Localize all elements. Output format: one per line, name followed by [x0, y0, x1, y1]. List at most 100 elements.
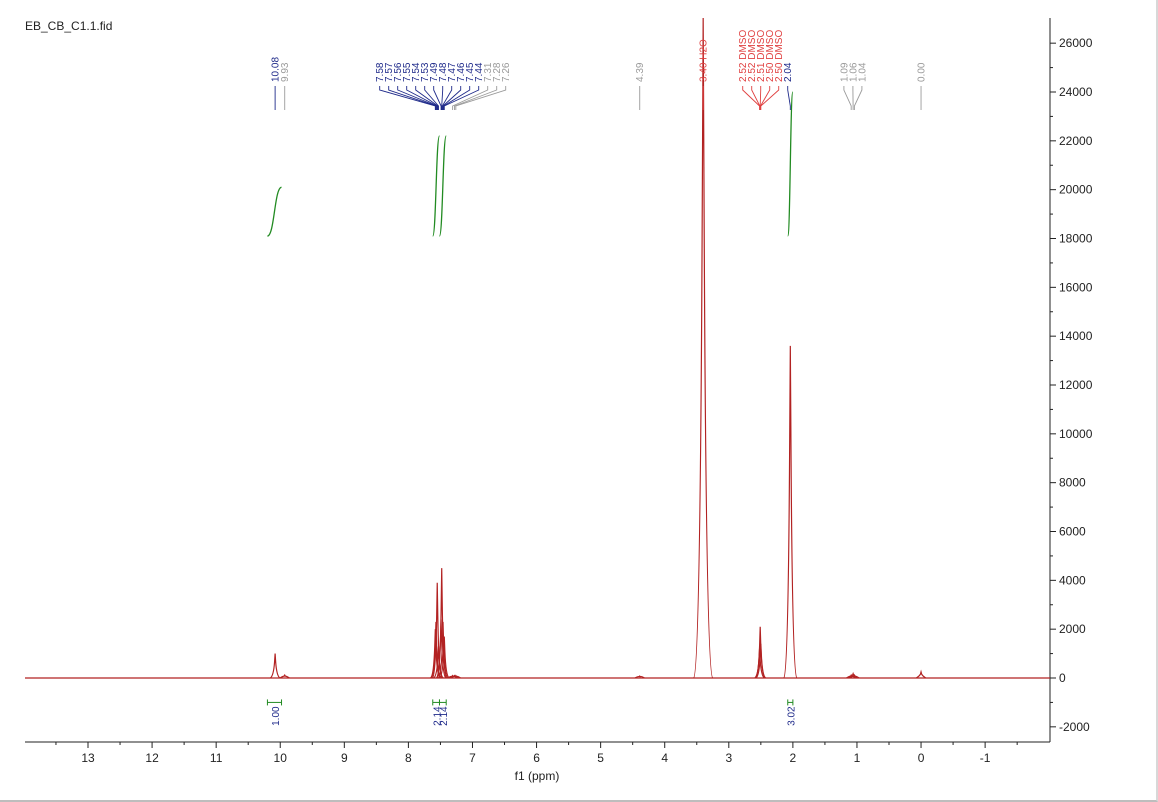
spectrum-peak [430, 621, 442, 679]
x-tick-label: 5 [597, 751, 604, 765]
peak-label: 7.28 [492, 62, 503, 82]
integral-value-label: 2.14 [439, 706, 450, 726]
spectrum-peak [634, 675, 645, 679]
spectrum-peak [846, 673, 857, 679]
peak-label: 7.57 [384, 62, 395, 82]
y-tick-label: 26000 [1059, 36, 1093, 50]
peak-label-leader [441, 86, 444, 110]
peak-label-leader [388, 86, 437, 110]
integral-value-label: 1.00 [271, 706, 282, 726]
peak-label-leader [455, 86, 507, 110]
spectrum-peak [279, 673, 290, 679]
integral-value-label: 2.14 [433, 706, 444, 726]
spectrum-peak [436, 568, 448, 679]
y-tick-label: 4000 [1059, 573, 1086, 587]
x-tick-label: 3 [725, 751, 732, 765]
x-tick-label: 4 [661, 751, 668, 765]
peak-label: 7.54 [411, 62, 422, 82]
integral-curve [787, 91, 794, 237]
y-tick-label: 24000 [1059, 85, 1093, 99]
peak-label: 7.58 [375, 62, 386, 82]
spectrum-peak [269, 653, 281, 679]
y-tick-label: 12000 [1059, 378, 1093, 392]
peak-label: 3.40 H2O [699, 39, 710, 82]
integral-curves-group: 1.00 2.142.14 3.02 [266, 91, 797, 726]
peak-label: 0.00 [917, 62, 928, 82]
x-tick-label: 10 [274, 751, 288, 765]
peak-label: 1.09 [839, 62, 850, 82]
y-tick-label: 18000 [1059, 232, 1093, 246]
x-tick-label: 2 [790, 751, 797, 765]
peak-label-leader [406, 86, 438, 110]
peak-label-leader [760, 86, 780, 110]
peak-label: 9.93 [280, 62, 291, 82]
peak-label: 7.48 [438, 62, 449, 82]
peak-label-leader [415, 86, 439, 110]
y-tick-label: 2000 [1059, 622, 1086, 636]
y-tick-label: 20000 [1059, 183, 1093, 197]
peak-label: 7.46 [456, 62, 467, 82]
peak-label: 2.04 [783, 62, 794, 82]
peak-label-leader [787, 86, 791, 110]
peak-label-leader [853, 86, 863, 110]
peak-label-leader [760, 86, 771, 110]
peak-label: 2.50 DMSO [765, 30, 776, 82]
spectrum-peak [755, 643, 767, 679]
peak-label: 1.06 [848, 62, 859, 82]
integral-value-label: 3.02 [786, 706, 797, 726]
x-tick-label: 12 [145, 751, 159, 765]
integral-curve [432, 135, 441, 237]
x-tick-label: 11 [210, 751, 223, 765]
peak-label-leader [751, 86, 761, 110]
peak-label: 7.26 [501, 62, 512, 82]
peak-label: 7.53 [420, 62, 431, 82]
y-tick-label: 6000 [1059, 525, 1086, 539]
peak-label-leader [443, 86, 471, 110]
x-axis-label: f1 (ppm) [515, 769, 560, 783]
peak-labels-group: 10.089.93 7.587.577.567.557.547.537.497.4… [271, 30, 928, 110]
peak-label: 2.52 DMSO [747, 30, 758, 82]
spectrum-peak [439, 636, 450, 679]
peak-label: 4.39 [635, 62, 646, 82]
file-title: EB_CB_C1.1.fid [25, 19, 113, 33]
peak-label: 10.08 [271, 57, 282, 82]
y-tick-label: -2000 [1059, 720, 1090, 734]
x-tick-label: 8 [405, 751, 412, 765]
axes-group: 13 12 11 10 9 8 7 6 5 4 3 2 1 0 -126000240002200020000… [25, 18, 1093, 765]
peak-label-leader [454, 86, 498, 110]
peak-label: 2.51 DMSO [756, 30, 767, 82]
peak-label-leader [443, 86, 480, 110]
peak-label-leader [397, 86, 438, 110]
peak-label: 2.52 DMSO [738, 30, 749, 82]
spectrum-peak [783, 345, 798, 679]
peak-label-leader [742, 86, 761, 110]
spectrum-peak [692, 17, 714, 679]
peak-label: 7.56 [393, 62, 404, 82]
x-tick-label: 7 [469, 751, 476, 765]
peak-label: 7.49 [429, 62, 440, 82]
spectrum-group [25, 17, 1050, 679]
x-tick-label: 6 [533, 751, 540, 765]
y-tick-label: 0 [1059, 671, 1066, 685]
x-tick-label: 13 [81, 751, 95, 765]
peak-label: 7.55 [402, 62, 413, 82]
integral-curve [266, 186, 283, 237]
x-tick-label: 1 [854, 751, 861, 765]
peak-label: 7.44 [474, 62, 485, 82]
spectrum-peak [915, 669, 927, 679]
peak-label: 7.47 [447, 62, 458, 82]
peak-label-leader [442, 86, 462, 110]
peak-label-leader [452, 86, 489, 110]
y-tick-label: 22000 [1059, 134, 1093, 148]
x-tick-label: 0 [918, 751, 925, 765]
y-tick-label: 10000 [1059, 427, 1093, 441]
spectrum-peak [450, 674, 461, 679]
y-tick-label: 14000 [1059, 329, 1093, 343]
integral-curve [438, 135, 447, 237]
peak-label-leader [441, 86, 453, 110]
peak-label-leader [433, 86, 442, 110]
x-tick-label: -1 [980, 751, 991, 765]
y-tick-label: 16000 [1059, 280, 1093, 294]
